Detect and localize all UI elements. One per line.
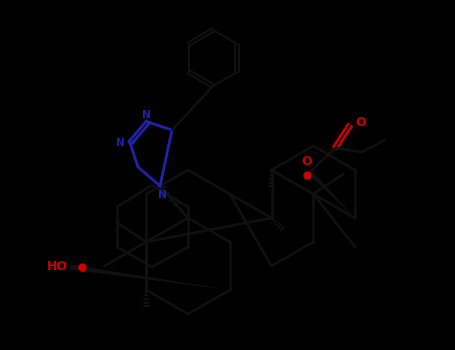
Text: N: N — [157, 190, 167, 200]
Text: N: N — [142, 110, 150, 120]
Text: O: O — [302, 155, 312, 168]
Text: HO: HO — [47, 260, 68, 273]
Text: O: O — [355, 116, 366, 128]
Polygon shape — [308, 170, 355, 218]
Text: N: N — [116, 138, 125, 148]
Polygon shape — [70, 265, 230, 290]
